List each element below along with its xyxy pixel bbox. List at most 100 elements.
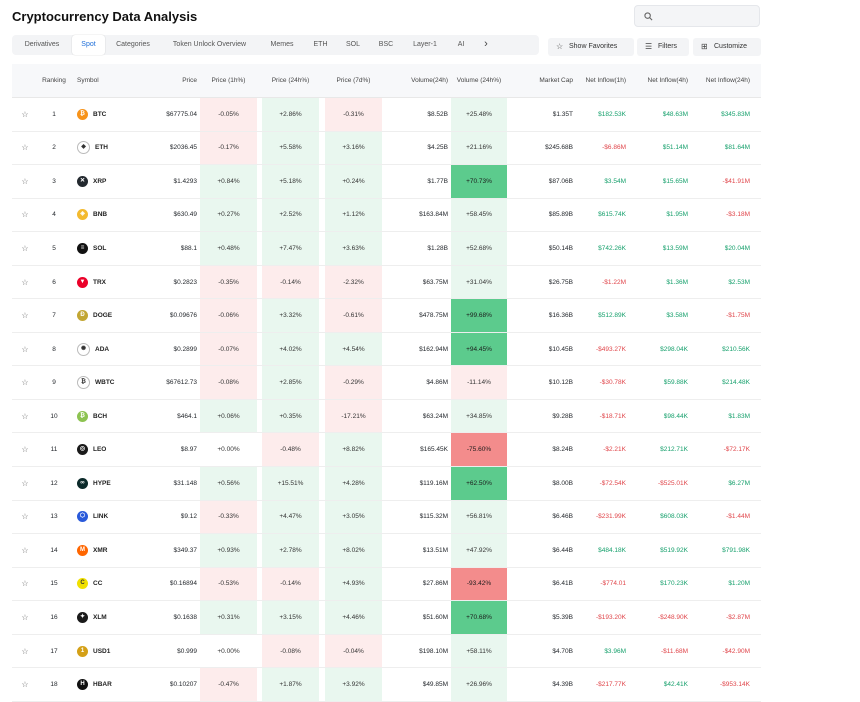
cell-p7d: -17.21% <box>341 412 366 420</box>
symbol-cell[interactable]: ≡ SOL <box>77 232 137 265</box>
symbol-cell[interactable]: Ð DOGE <box>77 299 137 332</box>
cell-p24h: +3.32% <box>279 312 302 320</box>
tab-spot[interactable]: Spot <box>72 35 105 55</box>
symbol-cell[interactable]: ₿ BTC <box>77 98 137 131</box>
tab-sol[interactable]: SOL <box>345 41 360 48</box>
table-row[interactable]: ☆ 3 ✕ XRP $1.4293 +0.84% +5.18% +0.24% $1.77B +70… <box>12 165 761 199</box>
symbol-cell[interactable]: ₿ WBTC <box>77 366 137 399</box>
table-row[interactable]: ☆ 8 ✺ ADA $0.2899 -0.07% +4.02% +4.54% $162.94M +… <box>12 332 761 367</box>
table-row[interactable]: ☆ 10 ₿ BCH $464.1 +0.06% +0.35% -17.21% $63.24M +… <box>12 399 761 434</box>
cell-mcap: $4.70B <box>552 647 573 655</box>
tab-token-unlock-overview[interactable]: Token Unlock Overview <box>172 41 247 48</box>
table-row[interactable]: ☆ 15 C CC $0.16894 -0.53% -0.14% +4.93% $27.86M -… <box>12 567 761 602</box>
favorite-star-icon[interactable]: ☆ <box>21 109 29 119</box>
table-row[interactable]: ☆ 17 1 USD1 $0.999 +0.00% -0.08% -0.04% $198.10M… <box>12 634 761 669</box>
cell-bg-p1h <box>200 265 257 299</box>
col-price[interactable]: Price <box>182 77 197 84</box>
col-net-inflow-24h[interactable]: Net Inflow(24h) <box>705 77 750 84</box>
col-price-7d[interactable]: Price (7d%) <box>336 77 371 84</box>
tab-categories[interactable]: Categories <box>116 41 150 48</box>
symbol-cell[interactable]: M XMR <box>77 534 137 567</box>
table-row[interactable]: ☆ 13 ⬡ LINK $9.12 -0.33% +4.47% +3.05% $115.32M +… <box>12 500 761 535</box>
table-row[interactable]: ☆ 6 ▼ TRX $0.2823 -0.35% -0.14% -2.32% $63.75M +3… <box>12 265 761 300</box>
cell-bg-p7d <box>325 567 382 601</box>
filters-button[interactable]: ☰ Filters <box>637 38 689 56</box>
table-row[interactable]: ☆ 12 ∞ HYPE $31.148 +0.56% +15.51% +4.28% $119.1… <box>12 467 761 501</box>
tab-derivatives[interactable]: Derivatives <box>24 41 60 48</box>
table-header: Ranking Symbol Price Price (1h%) Price (… <box>12 64 761 98</box>
tab-layer-1[interactable]: Layer-1 <box>413 41 437 48</box>
symbol-cell[interactable]: ⬡ LINK <box>77 501 137 534</box>
cell-p7d: +4.28% <box>342 479 365 487</box>
favorite-star-icon[interactable]: ☆ <box>21 378 29 388</box>
customize-button[interactable]: ⊞ Customize <box>693 38 761 56</box>
col-net-inflow-4h[interactable]: Net Inflow(4h) <box>647 77 688 84</box>
symbol-cell[interactable]: ✺ ADA <box>77 333 137 366</box>
show-favorites-button[interactable]: ☆ Show Favorites <box>548 38 634 56</box>
symbol-cell[interactable]: ◎ LEO <box>77 433 137 466</box>
col-symbol[interactable]: Symbol <box>77 77 99 84</box>
cell-price: $1.4293 <box>173 177 198 185</box>
table-row[interactable]: ☆ 5 ≡ SOL $88.1 +0.48% +7.47% +3.63% $1.28B +52.6… <box>12 232 761 266</box>
favorite-star-icon[interactable]: ☆ <box>21 512 29 522</box>
table-row[interactable]: ☆ 11 ◎ LEO $8.97 +0.00% -0.48% +8.82% $165.45K -7… <box>12 433 761 468</box>
tab-ai[interactable]: AI <box>457 41 465 48</box>
table-row[interactable]: ☆ 18 H HBAR $0.10207 -0.47% +1.87% +3.92% $49.85… <box>12 668 761 702</box>
cell-price: $0.2899 <box>173 345 198 353</box>
table-row[interactable]: ☆ 1 ₿ BTC $67775.04 -0.05% +2.86% -0.31% $8.52B +… <box>12 98 761 132</box>
col-price-1h[interactable]: Price (1h%) <box>211 77 246 84</box>
symbol-cell[interactable]: 1 USD1 <box>77 635 137 668</box>
symbol-cell[interactable]: ₿ BCH <box>77 400 137 433</box>
chevron-right-icon[interactable]: › <box>484 38 488 50</box>
favorite-star-icon[interactable]: ☆ <box>21 545 29 555</box>
table-row[interactable]: ☆ 14 M XMR $349.37 +0.93% +2.78% +8.02% $13.51M +… <box>12 534 761 568</box>
tab-eth[interactable]: ETH <box>313 41 328 48</box>
favorite-star-icon[interactable]: ☆ <box>21 680 29 690</box>
col-net-inflow-1h[interactable]: Net Inflow(1h) <box>585 77 626 84</box>
symbol-cell[interactable]: ▼ TRX <box>77 266 137 299</box>
favorite-star-icon[interactable]: ☆ <box>21 445 29 455</box>
table-row[interactable]: ☆ 7 Ð DOGE $0.09676 -0.06% +3.32% -0.61% $478.75… <box>12 299 761 333</box>
favorite-star-icon[interactable]: ☆ <box>21 478 29 488</box>
cell-n24h: $1.83M <box>728 412 750 420</box>
symbol-cell[interactable]: C CC <box>77 568 137 601</box>
symbol-cell[interactable]: ✦ XLM <box>77 601 137 634</box>
tab-memes[interactable]: Memes <box>270 41 294 48</box>
cell-n4h: $59.88K <box>663 379 688 387</box>
favorite-star-icon[interactable]: ☆ <box>21 344 29 354</box>
cell-bg-volp <box>451 567 507 601</box>
cell-vol: $4.25B <box>427 144 448 152</box>
col-market-cap[interactable]: Market Cap <box>539 77 573 84</box>
favorite-star-icon[interactable]: ☆ <box>21 210 29 220</box>
col-ranking[interactable]: Ranking <box>42 77 66 84</box>
rank: 5 <box>52 244 56 252</box>
favorite-star-icon[interactable]: ☆ <box>21 277 29 287</box>
favorite-star-icon[interactable]: ☆ <box>21 579 29 589</box>
favorite-star-icon[interactable]: ☆ <box>21 612 29 622</box>
col-price-24h[interactable]: Price (24h%) <box>271 77 310 84</box>
table-row[interactable]: ☆ 16 ✦ XLM $0.1638 +0.31% +3.15% +4.46% $51.60M +… <box>12 601 761 635</box>
search-input[interactable] <box>634 5 760 27</box>
col-volume-24h[interactable]: Volume(24h) <box>411 77 448 84</box>
cell-p1h: +0.48% <box>217 244 240 252</box>
symbol-cell[interactable]: ✕ XRP <box>77 165 137 198</box>
favorite-star-icon[interactable]: ☆ <box>21 176 29 186</box>
favorite-star-icon[interactable]: ☆ <box>21 243 29 253</box>
cell-bg-p7d <box>325 500 382 534</box>
favorite-star-icon[interactable]: ☆ <box>21 143 29 153</box>
favorite-star-icon[interactable]: ☆ <box>21 311 29 321</box>
symbol-cell[interactable]: ◆ ETH <box>77 132 137 165</box>
table-row[interactable]: ☆ 9 ₿ WBTC $67612.73 -0.08% +2.85% -0.29% $4.86M… <box>12 366 761 400</box>
symbol-cell[interactable]: ◈ BNB <box>77 199 137 232</box>
symbol-cell[interactable]: ∞ HYPE <box>77 467 137 500</box>
cell-price: $0.2823 <box>173 278 198 286</box>
symbol-cell[interactable]: H HBAR <box>77 668 137 701</box>
cell-bg-p1h <box>200 332 257 366</box>
cell-bg-p1h <box>200 165 257 198</box>
favorite-star-icon[interactable]: ☆ <box>21 411 29 421</box>
favorite-star-icon[interactable]: ☆ <box>21 646 29 656</box>
tab-bsc[interactable]: BSC <box>378 41 394 48</box>
table-row[interactable]: ☆ 2 ◆ ETH $2036.45 -0.17% +5.58% +3.16% $4.25B +2… <box>12 131 761 166</box>
table-row[interactable]: ☆ 4 ◈ BNB $630.49 +0.27% +2.52% +1.12% $163.84M +… <box>12 198 761 233</box>
col-volume-24h-pct[interactable]: Volume (24h%) <box>456 77 502 84</box>
